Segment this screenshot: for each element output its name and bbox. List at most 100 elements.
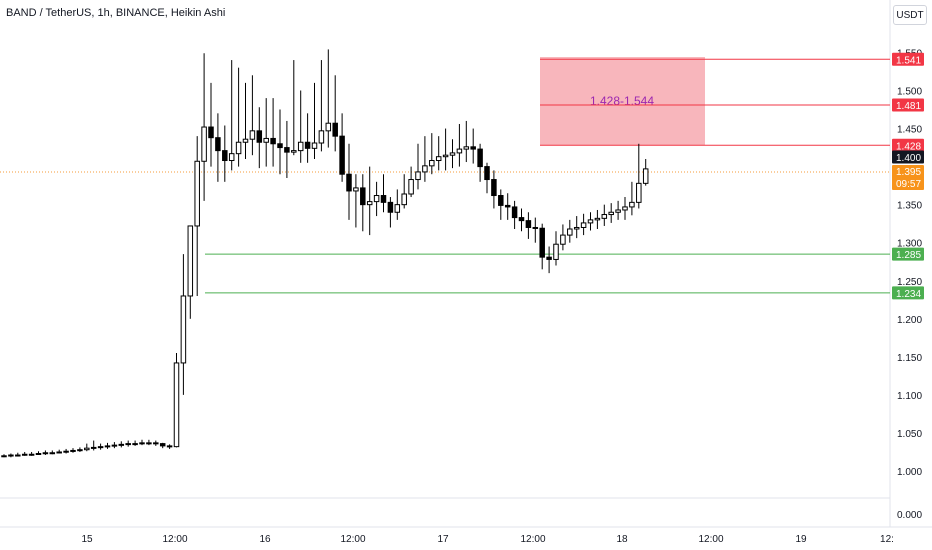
candle-body[interactable] — [270, 137, 276, 145]
candle-body[interactable] — [277, 143, 283, 149]
candle-body[interactable] — [373, 195, 380, 203]
candle-body[interactable] — [615, 209, 621, 213]
candle-body[interactable] — [21, 453, 28, 456]
candle-body[interactable] — [166, 445, 173, 448]
candle-body[interactable] — [442, 154, 449, 158]
candle-body[interactable] — [8, 454, 14, 457]
candle-body[interactable] — [153, 442, 159, 445]
candle-body[interactable] — [470, 146, 476, 150]
candle-body[interactable] — [84, 447, 90, 451]
candle-body[interactable] — [318, 130, 325, 144]
x-tick-label: 17 — [437, 534, 449, 545]
candle-body[interactable] — [532, 226, 539, 229]
candle-body[interactable] — [291, 150, 297, 153]
candle-body[interactable] — [463, 146, 470, 150]
candle-body[interactable] — [90, 446, 97, 449]
candle-body[interactable] — [159, 443, 166, 447]
candle-body[interactable] — [77, 449, 83, 452]
candle-body[interactable] — [387, 201, 394, 213]
candle-body[interactable] — [636, 182, 642, 203]
candle-body[interactable] — [242, 138, 249, 143]
candle-body[interactable] — [456, 148, 463, 154]
candle-body[interactable] — [304, 141, 311, 149]
candle-body[interactable] — [118, 443, 125, 446]
candle-body[interactable] — [42, 452, 49, 455]
candle-body[interactable] — [139, 442, 145, 445]
candle-body[interactable] — [429, 160, 435, 167]
candle-body[interactable] — [332, 122, 338, 137]
candle-body[interactable] — [401, 193, 407, 206]
candle-body[interactable] — [498, 195, 504, 206]
candle-body[interactable] — [63, 450, 69, 453]
candle-body[interactable] — [642, 168, 649, 184]
candle-body[interactable] — [380, 195, 387, 203]
candle-body[interactable] — [70, 449, 76, 452]
candle-body[interactable] — [1, 455, 7, 458]
candle-body[interactable] — [422, 165, 428, 173]
candle-body[interactable] — [284, 147, 290, 153]
candle-body[interactable] — [35, 452, 42, 455]
candle-body[interactable] — [573, 226, 580, 230]
candle-body[interactable] — [215, 137, 221, 152]
candle-body[interactable] — [567, 228, 573, 236]
candle-body[interactable] — [249, 130, 256, 140]
candle-body[interactable] — [339, 135, 345, 175]
last-price-tag — [892, 165, 924, 190]
candle-body[interactable] — [132, 443, 138, 446]
candle-body[interactable] — [518, 217, 525, 222]
candle-body[interactable] — [484, 166, 490, 181]
candle-body[interactable] — [97, 446, 104, 449]
candle-body[interactable] — [228, 153, 235, 162]
candle-body[interactable] — [297, 141, 304, 152]
candle-body[interactable] — [263, 137, 269, 143]
candle-body[interactable] — [222, 150, 228, 162]
y-tick-label: 1.150 — [897, 353, 922, 364]
candle-body[interactable] — [235, 141, 242, 155]
candle-body[interactable] — [587, 219, 594, 224]
candle-body[interactable] — [553, 243, 559, 260]
resistance-zone[interactable] — [540, 57, 705, 146]
candle-body[interactable] — [360, 187, 366, 206]
candle-body[interactable] — [353, 187, 359, 192]
candle-body[interactable] — [15, 454, 21, 457]
candle-body[interactable] — [525, 220, 532, 228]
candle-body[interactable] — [56, 451, 62, 454]
candle-body[interactable] — [194, 160, 200, 227]
candle-body[interactable] — [366, 201, 373, 206]
candle-body[interactable] — [311, 142, 318, 149]
candle-body[interactable] — [477, 148, 483, 168]
candle-body[interactable] — [180, 295, 187, 364]
candle-body[interactable] — [491, 179, 497, 197]
candle-body[interactable] — [580, 222, 587, 228]
candle-body[interactable] — [415, 171, 421, 181]
candle-body[interactable] — [601, 214, 608, 219]
candle-body[interactable] — [325, 122, 332, 132]
candle-body[interactable] — [256, 130, 263, 143]
candle-body[interactable] — [408, 179, 414, 195]
candle-body[interactable] — [539, 227, 545, 258]
candle-body[interactable] — [449, 152, 456, 156]
candle-body[interactable] — [394, 204, 401, 213]
candle-body[interactable] — [111, 444, 118, 447]
candle-body[interactable] — [346, 173, 352, 192]
candle-body[interactable] — [104, 445, 111, 448]
candle-body[interactable] — [608, 211, 614, 216]
candle-body[interactable] — [546, 256, 552, 260]
currency-selector[interactable]: USDT — [893, 5, 927, 25]
candle-body[interactable] — [560, 234, 566, 245]
candle-body[interactable] — [49, 452, 56, 455]
candle-body[interactable] — [594, 217, 601, 221]
candle-body[interactable] — [187, 225, 194, 297]
candle-body[interactable] — [504, 204, 511, 208]
candle-body[interactable] — [125, 443, 131, 446]
candle-body[interactable] — [511, 206, 518, 219]
candle-body[interactable] — [208, 126, 214, 139]
candle-body[interactable] — [146, 442, 152, 445]
candle-body[interactable] — [201, 126, 207, 162]
candle-body[interactable] — [173, 362, 180, 448]
candle-body[interactable] — [435, 156, 442, 162]
candle-body[interactable] — [622, 206, 628, 211]
candle-body[interactable] — [629, 201, 635, 208]
candle-body[interactable] — [28, 453, 35, 456]
